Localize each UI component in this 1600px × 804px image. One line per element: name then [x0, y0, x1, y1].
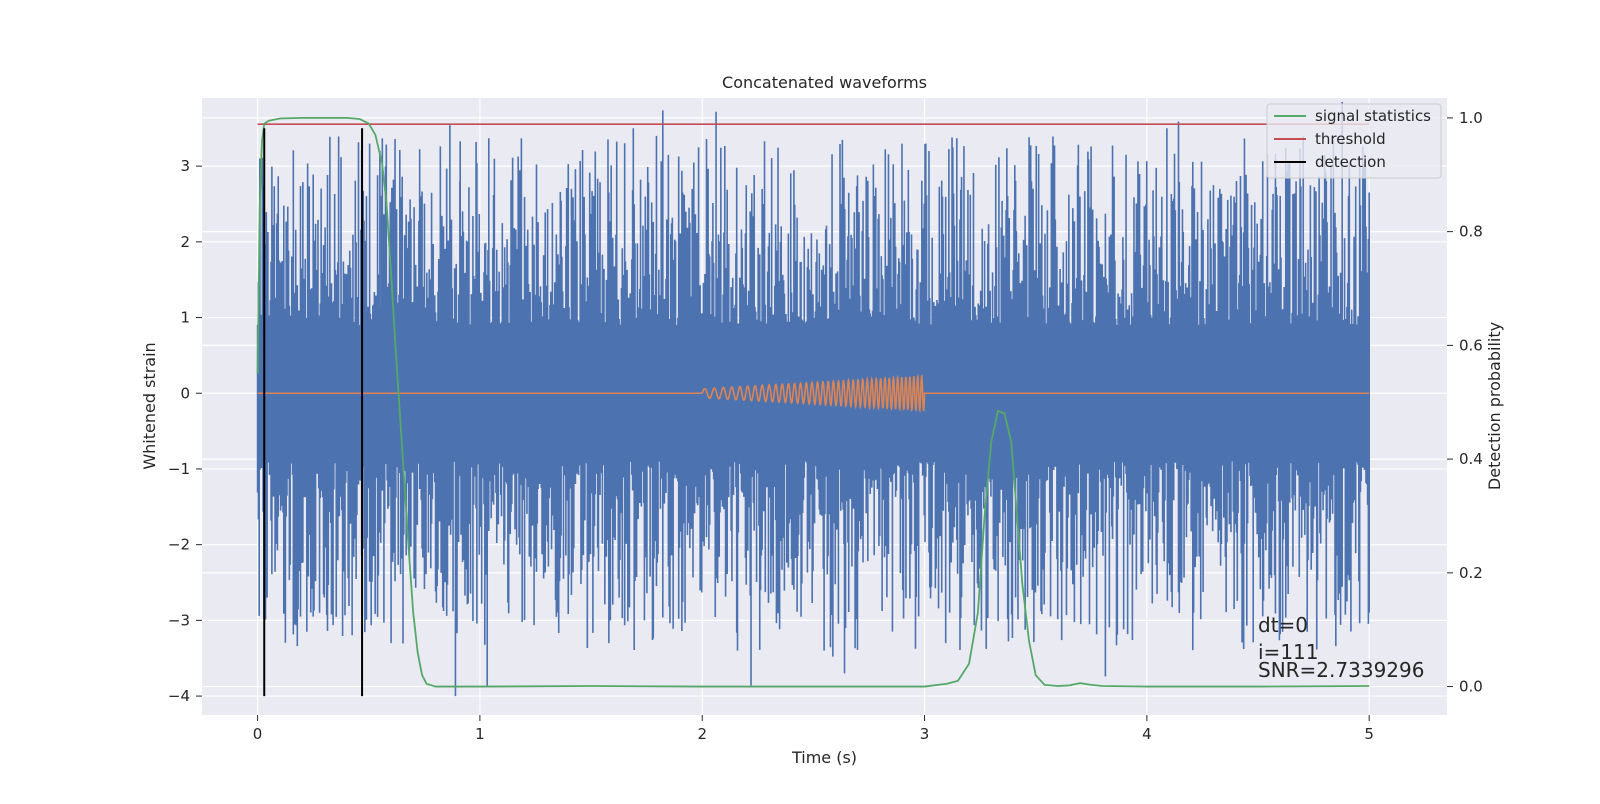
y2-tick-label-0: 0.0 — [1459, 678, 1483, 696]
y2-tick-label-2: 0.4 — [1459, 450, 1483, 468]
legend-box — [1266, 103, 1442, 179]
series-layer — [256, 117, 1370, 697]
y-tick-label-1: −3 — [168, 611, 190, 629]
y-axis-label: Whitened strain — [140, 342, 159, 469]
y2-tick-label-4: 0.8 — [1459, 223, 1483, 241]
x-axis: 0 1 2 3 4 5 — [253, 715, 1374, 743]
legend-label-threshold: threshold — [1315, 130, 1386, 148]
legend-label-detection: detection — [1315, 153, 1386, 171]
legend-label-signal-statistics: signal statistics — [1315, 107, 1431, 125]
x-tick-label-0: 0 — [253, 725, 263, 743]
annotation-dt: dt=0 — [1258, 613, 1308, 637]
y2-tick-label-1: 0.2 — [1459, 564, 1483, 582]
y-tick-label-7: 3 — [180, 157, 190, 175]
x-tick-label-4: 4 — [1142, 725, 1152, 743]
y-axis-right: 0.0 0.2 0.4 0.6 0.8 1.0 — [1447, 109, 1483, 696]
x-axis-label: Time (s) — [791, 748, 857, 767]
x-tick-label-3: 3 — [920, 725, 930, 743]
y-tick-label-5: 1 — [180, 309, 190, 327]
y-tick-label-0: −4 — [168, 687, 190, 705]
x-tick-label-1: 1 — [475, 725, 485, 743]
y-tick-label-4: 0 — [180, 384, 190, 402]
y2-tick-label-3: 0.6 — [1459, 336, 1483, 354]
annotation-snr: SNR=2.7339296 — [1258, 658, 1424, 682]
x-tick-label-5: 5 — [1364, 725, 1374, 743]
chart-title: Concatenated waveforms — [722, 73, 927, 92]
x-tick-label-2: 2 — [697, 725, 707, 743]
y-tick-label-2: −2 — [168, 536, 190, 554]
y2-axis-label: Detection probability — [1485, 322, 1504, 490]
annotation-index: i=111 — [1258, 640, 1319, 664]
legend: signal statistics threshold detection — [1266, 103, 1442, 179]
series-waveform — [257, 373, 1370, 413]
series-signal-statistics — [256, 117, 1370, 688]
y2-tick-label-5: 1.0 — [1459, 109, 1483, 127]
y-tick-label-3: −1 — [168, 460, 190, 478]
y-axis-left: −4 −3 −2 −1 0 1 2 3 — [168, 157, 202, 705]
y-tick-label-6: 2 — [180, 233, 190, 251]
